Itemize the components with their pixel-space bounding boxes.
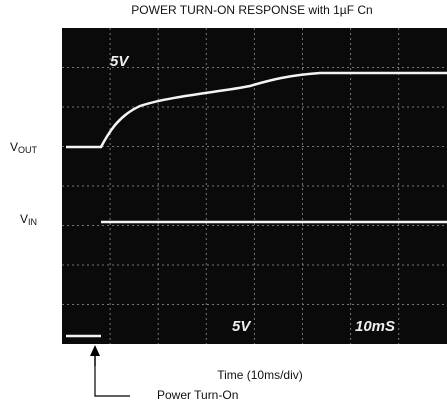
vin-main: V: [20, 212, 28, 226]
figure: POWER TURN-ON RESPONSE with 1µF Cn 5V 5V…: [0, 0, 447, 410]
x-label: Time (10ms/div): [217, 368, 303, 382]
bottom-scale: 5V: [232, 318, 252, 335]
scope-screen: [62, 28, 447, 344]
vout-sub: OUT: [18, 145, 38, 155]
vin-sub: IN: [28, 217, 37, 227]
timebase: 10mS: [355, 318, 395, 335]
title: POWER TURN-ON RESPONSE with 1µF Cn: [131, 3, 372, 17]
marker-label: Power Turn-On: [157, 388, 238, 402]
vout-label: VOUT: [10, 140, 38, 155]
vin-label: VIN: [20, 212, 37, 227]
arrow-head: [90, 345, 100, 356]
vout-main: V: [10, 140, 18, 154]
top-scale: 5V: [110, 53, 130, 70]
marker-line: [95, 366, 130, 396]
